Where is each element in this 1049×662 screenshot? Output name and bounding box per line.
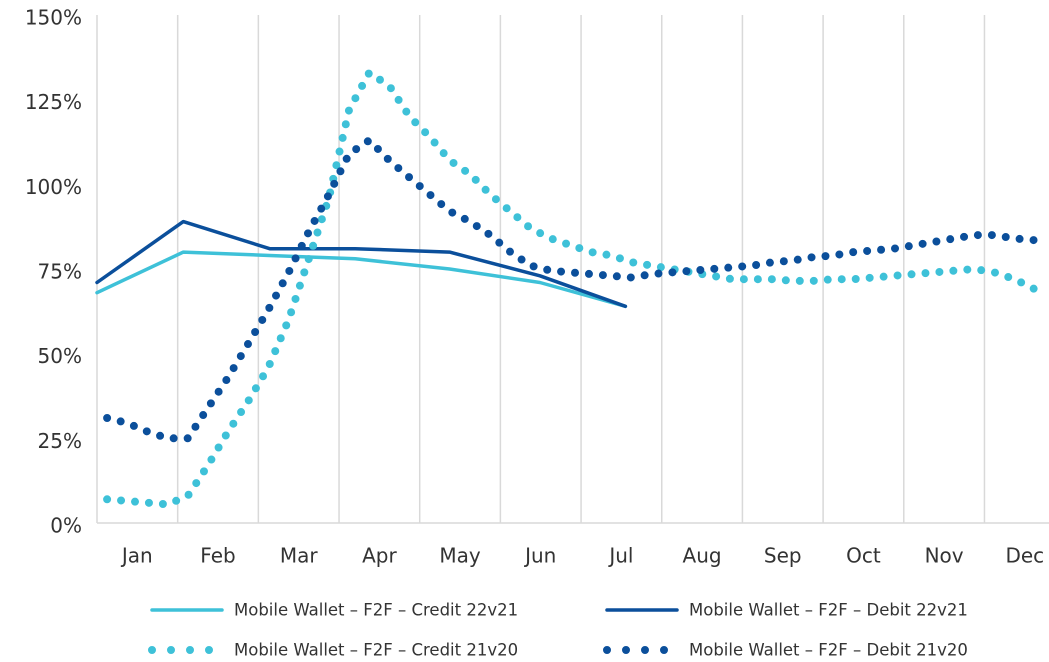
- y-tick-label: 100%: [25, 175, 82, 199]
- x-tick-label: Nov: [925, 544, 964, 568]
- x-tick-label: Feb: [200, 544, 235, 568]
- line: [95, 250, 628, 309]
- dotted-line: [103, 68, 1039, 509]
- x-tick-label: Jan: [120, 544, 153, 568]
- y-tick-label: 75%: [38, 260, 82, 284]
- x-tick-label: Dec: [1005, 544, 1044, 568]
- legend-label: Mobile Wallet – F2F – Credit 21v20: [234, 641, 518, 660]
- x-tick-label: Oct: [846, 544, 881, 568]
- x-tick-label: Aug: [683, 544, 722, 568]
- y-tick-label: 0%: [50, 514, 82, 538]
- y-tick-label: 25%: [38, 429, 82, 453]
- x-tick-label: May: [439, 544, 481, 568]
- x-tick-label: Mar: [280, 544, 319, 568]
- x-tick-label: Jun: [523, 544, 556, 568]
- y-tick-label: 125%: [25, 90, 82, 114]
- legend-label: Mobile Wallet – F2F – Debit 21v20: [689, 641, 968, 660]
- dotted-line: [103, 136, 1039, 443]
- y-tick-label: 150%: [25, 6, 82, 30]
- legend-label: Mobile Wallet – F2F – Debit 22v21: [689, 601, 968, 620]
- legend-label: Mobile Wallet – F2F – Credit 22v21: [234, 601, 518, 620]
- x-tick-label: Jul: [607, 544, 633, 568]
- line: [95, 219, 628, 309]
- x-tick-label: Sep: [764, 544, 802, 568]
- y-tick-label: 50%: [38, 344, 82, 368]
- x-tick-label: Apr: [362, 544, 397, 568]
